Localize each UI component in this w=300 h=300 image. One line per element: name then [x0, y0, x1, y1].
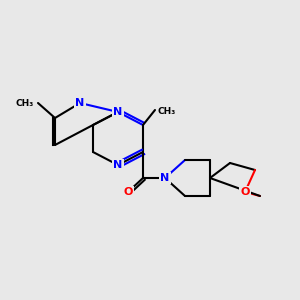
Text: O: O — [240, 187, 250, 197]
Text: N: N — [113, 107, 123, 117]
Text: O: O — [123, 187, 133, 197]
Text: N: N — [160, 173, 169, 183]
Text: N: N — [75, 98, 85, 108]
Text: CH₃: CH₃ — [16, 98, 34, 107]
Text: CH₃: CH₃ — [157, 107, 175, 116]
Text: N: N — [113, 160, 123, 170]
